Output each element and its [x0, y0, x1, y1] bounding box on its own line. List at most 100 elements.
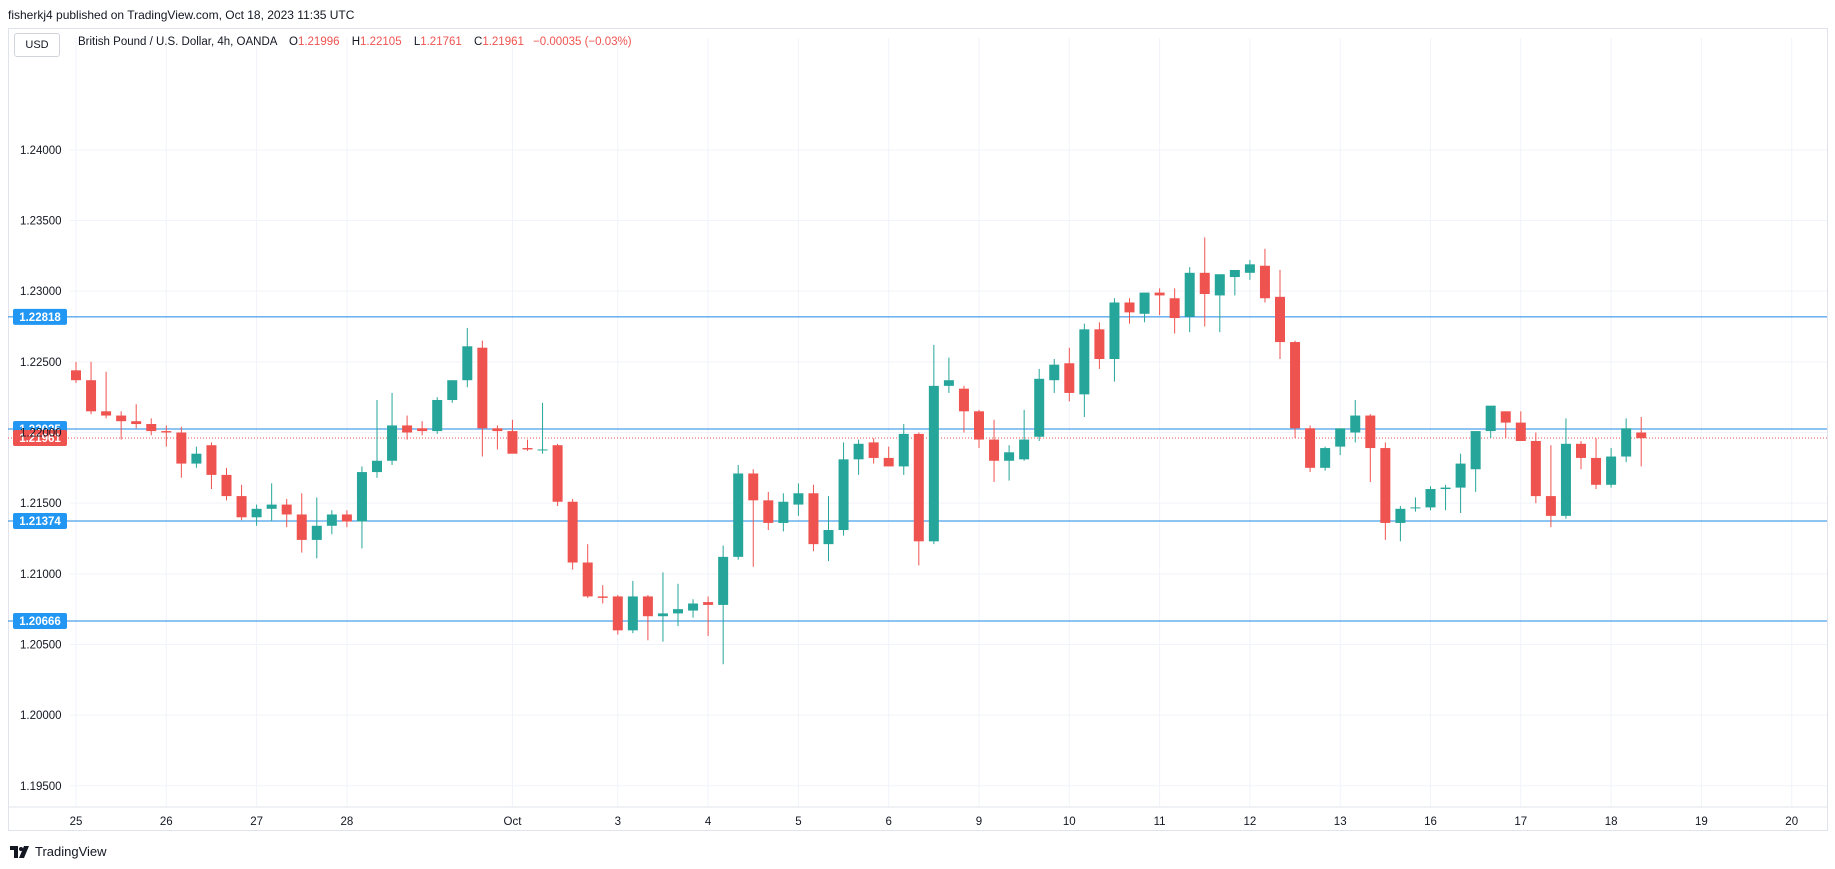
candle-body	[372, 460, 382, 473]
change-value: −0.00035 (−0.03%)	[533, 36, 632, 48]
candle-body	[311, 525, 322, 540]
candle-body	[1109, 302, 1120, 360]
candle	[1365, 414, 1376, 482]
candle	[597, 585, 608, 604]
published-by-text: fisherkj4 published on TradingView.com, …	[8, 8, 355, 22]
candle-body	[447, 380, 458, 400]
candle-body	[718, 556, 729, 605]
x-tick-label: 28	[341, 816, 354, 828]
candle-body	[898, 433, 909, 467]
candle	[372, 399, 382, 478]
currency-button[interactable]: USD	[14, 33, 60, 57]
candle	[1244, 260, 1255, 280]
candle	[417, 421, 428, 436]
candle	[718, 545, 729, 665]
candle	[266, 483, 277, 522]
x-tick-label: 17	[1514, 816, 1527, 828]
candle	[1395, 505, 1406, 542]
candle-body	[838, 459, 849, 531]
candle-body	[341, 514, 352, 522]
x-tick-label: 20	[1785, 816, 1798, 828]
candle-body	[131, 421, 142, 425]
candle-body	[1606, 456, 1617, 485]
candle-body	[1485, 405, 1496, 432]
candle	[582, 544, 593, 598]
x-tick-label: 11	[1154, 816, 1166, 828]
candle-body	[552, 445, 563, 502]
candle-body	[1124, 302, 1135, 313]
candle	[146, 418, 157, 436]
candle-body	[1545, 496, 1556, 516]
candle	[1184, 267, 1195, 333]
chart-frame	[8, 28, 1828, 831]
candle	[567, 498, 578, 570]
x-tick-label: 9	[976, 816, 982, 828]
candle-body	[808, 493, 819, 545]
candle	[537, 402, 548, 454]
candle-body	[642, 596, 653, 617]
x-tick-label: Oct	[504, 816, 523, 828]
x-tick-label: 6	[885, 816, 891, 828]
candle-body	[101, 411, 112, 416]
candle	[296, 493, 307, 553]
candle-body	[1154, 292, 1165, 296]
y-tick-label: 1.22000	[20, 428, 62, 440]
candle-body	[778, 501, 789, 523]
candle-body	[1064, 363, 1075, 393]
candle	[1004, 445, 1015, 481]
candle-body	[1530, 440, 1541, 497]
candle-body	[1335, 428, 1346, 447]
candle-body	[567, 501, 578, 563]
candle-body	[1320, 448, 1331, 468]
candle	[206, 442, 217, 490]
level-price-tag	[13, 512, 67, 529]
candle	[402, 415, 413, 440]
tradingview-footer[interactable]: TradingView	[10, 844, 107, 859]
candle-body	[402, 425, 413, 433]
candle-body	[1259, 265, 1270, 299]
candle	[1560, 418, 1571, 519]
x-tick-label: 16	[1424, 816, 1437, 828]
candle-body	[853, 443, 864, 460]
candle	[1485, 405, 1496, 439]
candle	[763, 491, 774, 531]
candle	[748, 469, 759, 567]
candle	[883, 446, 894, 467]
y-tick-label: 1.20000	[20, 710, 62, 722]
candle	[823, 496, 834, 562]
candle	[1034, 368, 1045, 441]
candle	[492, 425, 503, 450]
open-value: 1.21996	[297, 36, 340, 48]
candle	[131, 404, 142, 429]
candle	[1139, 292, 1150, 323]
candle	[1079, 323, 1090, 417]
candle-body	[974, 411, 984, 440]
candle-body	[1410, 507, 1421, 509]
axes: 1.19500 1.20000 1.20500 1.21000 1.21500 1.220…	[8, 145, 1827, 828]
candles	[71, 237, 1647, 665]
candle	[1305, 425, 1316, 473]
candle	[1636, 416, 1647, 467]
candle-body	[703, 602, 714, 605]
x-tick-label: 26	[160, 816, 173, 828]
candle-body	[71, 370, 81, 381]
candle	[86, 361, 97, 415]
candle	[989, 419, 1000, 482]
x-tick-label: 13	[1334, 816, 1347, 828]
x-tick-label: 5	[795, 816, 801, 828]
candle-body	[989, 439, 1000, 461]
candle	[1259, 248, 1270, 303]
candle-body	[1515, 422, 1526, 441]
candle-body	[597, 596, 608, 598]
candle	[853, 439, 864, 475]
candle-body	[1380, 448, 1391, 523]
candle-body	[266, 504, 277, 509]
candle	[612, 595, 623, 635]
candle-body	[958, 388, 969, 412]
candle	[356, 466, 367, 549]
candle	[522, 439, 533, 451]
candle	[1606, 448, 1617, 488]
candle-body	[1290, 342, 1301, 429]
y-tick-label: 1.22500	[20, 357, 62, 369]
